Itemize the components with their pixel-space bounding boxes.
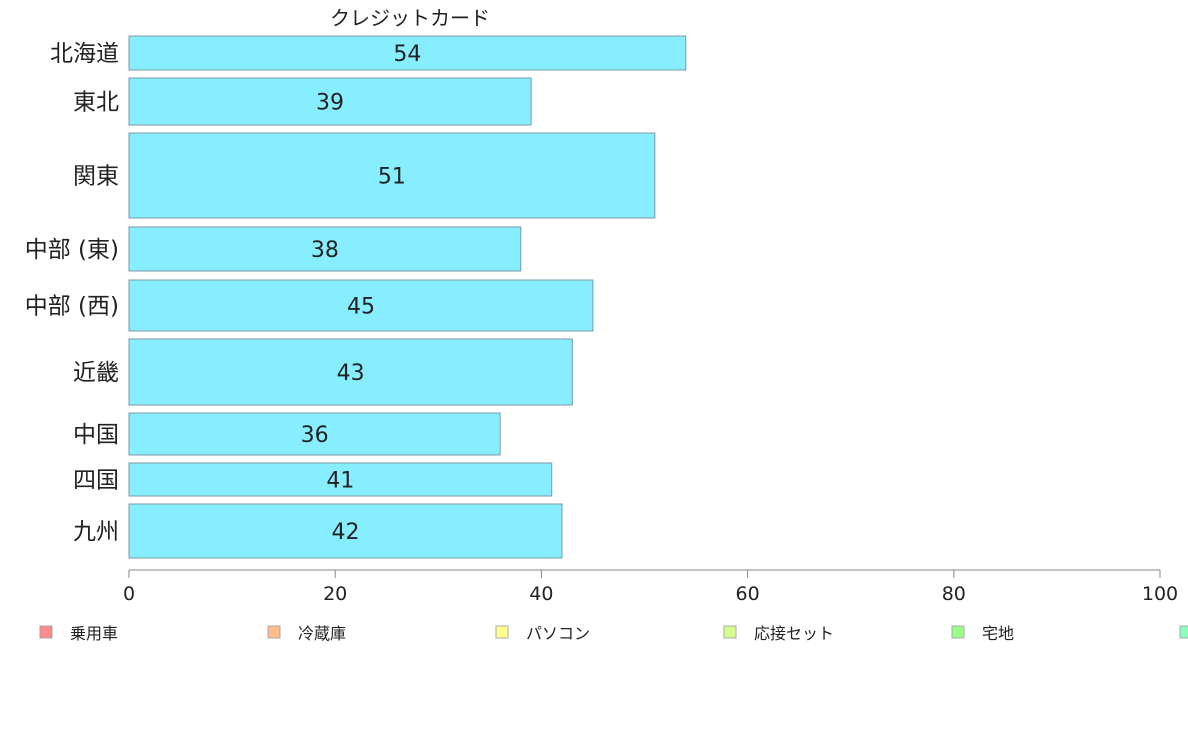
legend-swatch (495, 625, 509, 639)
category-label: 九州 (73, 519, 119, 545)
category-label: 北海道 (50, 41, 119, 67)
legend-swatch (723, 625, 737, 639)
bar (128, 77, 532, 126)
bar-value-label: 42 (332, 520, 360, 545)
bar-value-label: 38 (311, 238, 339, 263)
legend-label: パソコン (526, 624, 590, 643)
category-label: 東北 (73, 90, 119, 116)
legend-swatch (951, 625, 965, 639)
category-label: 中部 (東) (25, 237, 119, 263)
bar-value-label: 45 (347, 295, 375, 320)
bar-value-label: 39 (316, 91, 344, 116)
x-tick-label: 0 (123, 583, 135, 605)
legend-swatch (39, 625, 53, 639)
legend-label: 冷蔵庫 (298, 624, 346, 643)
bars-group: 54 北海道 39 東北 51 関東 38 中部 (東) 45 中部 (西) 43 近畿 36 中国 41 四… (25, 35, 687, 559)
category-label: 中部 (西) (25, 294, 119, 320)
chart-title: クレジットカード (330, 6, 490, 30)
category-label: 関東 (73, 164, 119, 190)
legend-label: 宅地 (982, 624, 1014, 643)
bar (128, 412, 501, 456)
bar (128, 226, 522, 272)
bar-value-label: 51 (378, 165, 406, 190)
legend-swatch (267, 625, 281, 639)
category-label: 中国 (73, 422, 119, 448)
legend-swatch (1179, 625, 1188, 639)
x-tick-label: 20 (323, 583, 347, 605)
x-tick-label: 40 (529, 583, 553, 605)
x-tick-label: 60 (736, 583, 760, 605)
bar (128, 503, 563, 559)
bar-value-label: 43 (337, 361, 365, 386)
bar (128, 35, 687, 71)
legend-label: 応接セット (754, 624, 834, 643)
x-axis: 0 20 40 60 80 100 (123, 569, 1178, 605)
legend-label: 乗用車 (70, 624, 118, 643)
category-label: 四国 (73, 468, 119, 494)
legend: 乗用車 冷蔵庫 パソコン 応接セット 宅地 (39, 624, 1188, 643)
category-label: 近畿 (73, 360, 119, 386)
bar (128, 132, 656, 219)
bar (128, 279, 594, 332)
bar (128, 338, 573, 406)
bar-value-label: 36 (301, 423, 329, 448)
x-tick-label: 80 (942, 583, 966, 605)
x-tick-label: 100 (1142, 583, 1178, 605)
bar-value-label: 54 (393, 42, 421, 67)
bar (128, 462, 553, 497)
bar-value-label: 41 (326, 469, 354, 494)
